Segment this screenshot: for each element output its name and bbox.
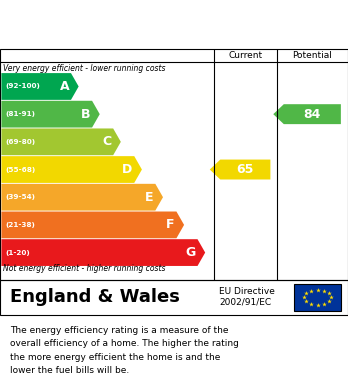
- Text: Very energy efficient - lower running costs: Very energy efficient - lower running co…: [3, 64, 166, 73]
- Text: D: D: [122, 163, 133, 176]
- Text: The energy efficiency rating is a measure of the
overall efficiency of a home. T: The energy efficiency rating is a measur…: [10, 326, 239, 375]
- Polygon shape: [1, 101, 100, 127]
- Polygon shape: [1, 129, 121, 155]
- Polygon shape: [1, 184, 163, 211]
- Text: Current: Current: [228, 51, 262, 60]
- Text: 84: 84: [304, 108, 321, 121]
- Text: (92-100): (92-100): [6, 83, 40, 90]
- Text: E: E: [145, 191, 153, 204]
- Text: F: F: [166, 219, 175, 231]
- Text: B: B: [81, 108, 90, 121]
- Text: (21-38): (21-38): [6, 222, 35, 228]
- Text: (55-68): (55-68): [6, 167, 36, 172]
- Text: (39-54): (39-54): [6, 194, 35, 200]
- Text: C: C: [102, 135, 111, 148]
- Text: G: G: [185, 246, 196, 259]
- Polygon shape: [1, 239, 205, 266]
- Text: England & Wales: England & Wales: [10, 288, 180, 306]
- Text: EU Directive
2002/91/EC: EU Directive 2002/91/EC: [219, 287, 275, 307]
- Text: (69-80): (69-80): [6, 139, 36, 145]
- Polygon shape: [1, 156, 142, 183]
- Polygon shape: [1, 212, 184, 238]
- Text: (1-20): (1-20): [6, 249, 30, 256]
- Polygon shape: [210, 160, 270, 179]
- Text: 65: 65: [237, 163, 254, 176]
- FancyBboxPatch shape: [294, 284, 341, 310]
- Text: A: A: [60, 80, 69, 93]
- Text: Energy Efficiency Rating: Energy Efficiency Rating: [10, 17, 220, 32]
- Text: Potential: Potential: [292, 51, 332, 60]
- Polygon shape: [273, 104, 341, 124]
- Text: (81-91): (81-91): [6, 111, 35, 117]
- Text: Not energy efficient - higher running costs: Not energy efficient - higher running co…: [3, 264, 166, 273]
- Polygon shape: [1, 73, 79, 100]
